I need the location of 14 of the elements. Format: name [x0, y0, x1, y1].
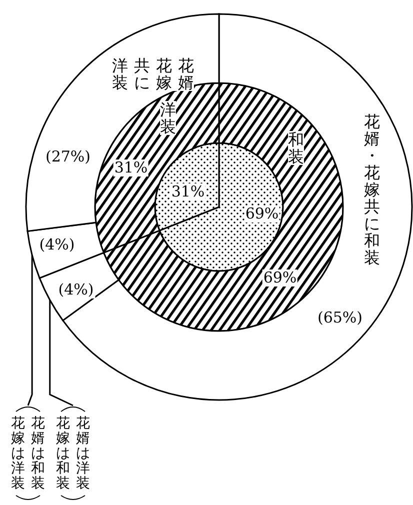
slice-label: 洋装 [160, 100, 176, 136]
slice-label: 花婿花嫁共に洋装 [112, 56, 194, 92]
data-label: (27%) [44, 148, 92, 166]
slice-label: 和装 [288, 130, 304, 166]
data-label: (4%) [57, 280, 95, 298]
data-label: (65%) [316, 308, 364, 326]
data-label: (4%) [38, 236, 76, 254]
category-label: 花婿は和装花嫁は洋装 [11, 416, 45, 492]
data-label: 31% [170, 182, 206, 200]
data-label: 31% [113, 158, 149, 176]
data-label: 69% [262, 268, 298, 286]
category-label: 花婿・花嫁共に和装 [364, 112, 380, 267]
category-label: 花婿は洋装花嫁は和装 [56, 416, 90, 492]
data-label: 69% [244, 204, 280, 222]
